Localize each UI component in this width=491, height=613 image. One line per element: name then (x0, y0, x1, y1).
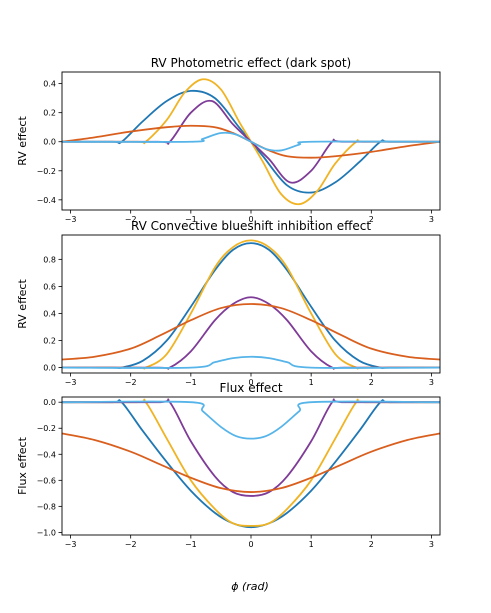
series-group (62, 239, 440, 370)
y-tick-label: 0.6 (43, 282, 56, 291)
panels: RV Photometric effect (dark spot) RV effe… (16, 56, 441, 549)
y-tick-label: −1.0 (37, 528, 56, 537)
x-tick-label: −2 (125, 378, 137, 387)
x-tick-label: 3 (429, 540, 434, 549)
series-line-4 (62, 432, 440, 493)
series-line-2 (62, 239, 440, 370)
y-tick-label: −0.4 (37, 450, 56, 459)
series-line-1 (62, 242, 440, 369)
x-tick-label: −3 (65, 215, 77, 224)
x-tick-label: −3 (65, 378, 77, 387)
x-tick-label: 0 (248, 215, 253, 224)
y-tick-label: 0.4 (43, 309, 56, 318)
chart-title: RV Convective blueshift inhibition effec… (131, 219, 371, 233)
y-axis-label: RV effect (16, 116, 29, 166)
y-tick-label: 0.0 (43, 398, 56, 407)
x-tick-label: 1 (309, 378, 314, 387)
series-line-2 (62, 398, 440, 527)
x-tick-label: −1 (185, 540, 197, 549)
y-tick-label: 0.2 (43, 109, 56, 118)
x-tick-label: 0 (248, 540, 253, 549)
chart-title: Flux effect (219, 381, 282, 395)
x-tick-label: −1 (185, 378, 197, 387)
y-tick-label: −0.8 (37, 502, 56, 511)
y-axis-label: Flux effect (16, 436, 29, 495)
y-tick-label: 0.8 (43, 255, 56, 264)
series-line-5 (62, 355, 440, 369)
chart-panel-1: RV Photometric effect (dark spot) RV effe… (16, 56, 441, 224)
series-line-4 (62, 303, 440, 361)
y-tick-label: −0.2 (37, 167, 56, 176)
y-axis-label: RV effect (16, 279, 29, 329)
y-tick-label: 0.0 (43, 364, 56, 373)
y-tick-label: 0.0 (43, 138, 56, 147)
series-group (62, 398, 440, 529)
x-tick-label: 3 (429, 215, 434, 224)
x-tick-label: 1 (309, 540, 314, 549)
series-line-5 (62, 131, 440, 152)
x-axis-label: ϕ (rad) (231, 580, 269, 593)
series-line-1 (62, 399, 440, 529)
x-tick-label: 2 (369, 215, 374, 224)
chart-panel-2: RV Convective blueshift inhibition effec… (16, 219, 441, 387)
x-tick-label: −3 (65, 540, 77, 549)
x-tick-label: 0 (248, 378, 253, 387)
y-tick-label: −0.2 (37, 424, 56, 433)
x-tick-label: 1 (309, 215, 314, 224)
x-tick-label: −2 (125, 540, 137, 549)
chart-title: RV Photometric effect (dark spot) (151, 56, 352, 70)
x-tick-label: 2 (369, 540, 374, 549)
x-tick-label: −2 (125, 215, 137, 224)
y-tick-label: 0.2 (43, 337, 56, 346)
series-group (62, 78, 440, 206)
series-line-5 (62, 400, 440, 440)
x-tick-label: 3 (429, 378, 434, 387)
y-tick-label: 0.4 (43, 80, 56, 89)
chart-panel-3: Flux effect Flux effect −3 −2 −1 0 1 2 3 0.0 −0.2 −… (16, 381, 441, 549)
x-tick-label: 2 (369, 378, 374, 387)
y-tick-label: −0.4 (37, 196, 56, 205)
y-tick-label: −0.6 (37, 476, 56, 485)
x-tick-label: −1 (185, 215, 197, 224)
